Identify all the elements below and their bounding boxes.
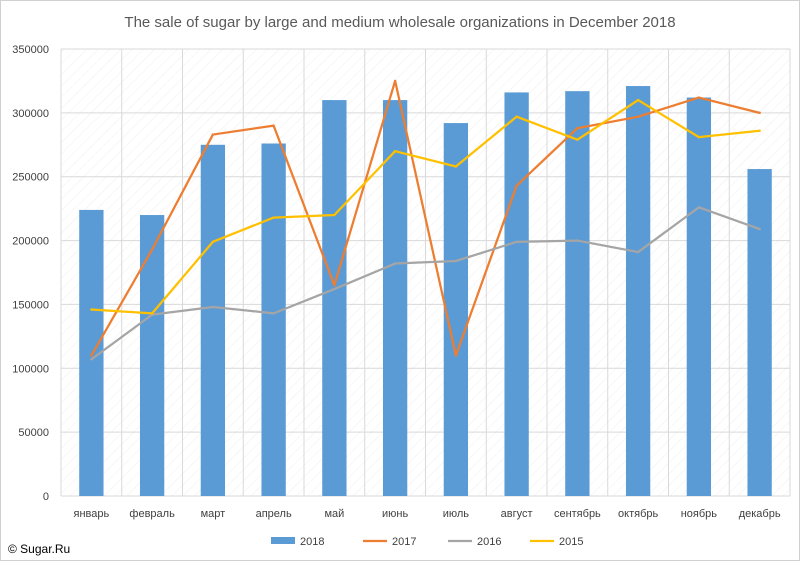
- point-2016: [697, 206, 701, 209]
- gridlines: [60, 48, 791, 497]
- point-2017: [393, 79, 397, 83]
- point-2016: [90, 358, 93, 361]
- point-2016: [576, 239, 579, 242]
- bar-2018: [443, 123, 469, 497]
- y-tick-label: 0: [43, 491, 49, 503]
- line-series-2015: [90, 98, 761, 315]
- x-tick-label: январь: [74, 508, 110, 520]
- legend-label-2018: 2018: [300, 536, 324, 548]
- bar-2018: [200, 144, 226, 497]
- point-2015: [636, 98, 640, 102]
- legend-label-2015: 2015: [559, 536, 583, 548]
- point-2015: [150, 312, 154, 315]
- line-series-2016: [90, 206, 761, 361]
- point-2017: [454, 354, 458, 357]
- line-series-2017: [90, 79, 761, 357]
- legend-label-2016: 2016: [477, 536, 501, 548]
- point-2016: [758, 227, 761, 231]
- y-tick-label: 50000: [18, 427, 49, 439]
- x-tick-label: декабрь: [739, 508, 781, 520]
- credit-text: © Sugar.Ru: [8, 542, 70, 556]
- point-2016: [636, 250, 640, 254]
- point-2015: [393, 149, 397, 153]
- x-tick-label: июнь: [382, 508, 408, 520]
- y-tick-label: 300000: [12, 108, 49, 120]
- bar-2018: [747, 169, 772, 496]
- line-series: [90, 79, 761, 361]
- legend-swatch-2018: [271, 537, 295, 544]
- bar-series: [79, 86, 772, 497]
- x-tick-label: октябрь: [618, 508, 658, 520]
- point-2017: [333, 284, 336, 287]
- x-tick-label: март: [201, 508, 226, 520]
- x-tick-label: май: [324, 508, 344, 520]
- bar-2018: [686, 97, 712, 496]
- point-2016: [211, 305, 215, 309]
- point-2016: [515, 240, 518, 244]
- bar-2018: [261, 143, 286, 496]
- chart-title: The sale of sugar by large and medium wh…: [124, 14, 675, 31]
- point-2015: [333, 213, 336, 217]
- point-2015: [272, 216, 275, 219]
- bar-2018: [139, 215, 165, 496]
- bar-2018: [504, 92, 529, 497]
- x-tick-label: июль: [443, 508, 470, 520]
- point-2015: [515, 115, 518, 118]
- point-2015: [454, 165, 458, 168]
- point-2015: [576, 138, 579, 141]
- point-2017: [515, 184, 518, 187]
- point-2016: [454, 259, 458, 263]
- legend: 2018 2017 2016 2015: [271, 536, 583, 548]
- point-2017: [90, 354, 93, 357]
- point-2017: [576, 126, 579, 130]
- x-tick-label: ноябрь: [681, 508, 718, 520]
- y-tick-label: 200000: [12, 236, 49, 248]
- bar-2018: [382, 100, 408, 496]
- axes: 0 50000 100000 150000 200000 250000 300000 3500…: [12, 44, 781, 520]
- x-tick-label: февраль: [129, 508, 175, 520]
- x-tick-label: август: [501, 508, 533, 520]
- point-2017: [272, 124, 275, 127]
- point-2015: [758, 129, 761, 132]
- point-2016: [272, 312, 275, 315]
- y-tick-label: 150000: [12, 299, 49, 311]
- bar-2018: [322, 100, 347, 496]
- y-tick-label: 100000: [12, 363, 49, 375]
- point-2017: [636, 115, 640, 118]
- point-2015: [90, 308, 93, 311]
- point-2017: [758, 111, 761, 115]
- point-2016: [333, 287, 336, 291]
- y-tick-label: 250000: [12, 172, 49, 184]
- x-tick-label: сентябрь: [554, 508, 601, 520]
- x-tick-label: апрель: [256, 508, 292, 520]
- bar-2018: [625, 86, 651, 496]
- y-tick-label: 350000: [12, 44, 49, 56]
- point-2016: [393, 262, 397, 265]
- point-2015: [697, 135, 701, 139]
- point-2017: [697, 96, 701, 99]
- point-2017: [211, 133, 215, 136]
- legend-label-2017: 2017: [392, 536, 416, 548]
- point-2017: [150, 248, 154, 251]
- point-2015: [211, 240, 215, 244]
- bar-2018: [565, 91, 590, 496]
